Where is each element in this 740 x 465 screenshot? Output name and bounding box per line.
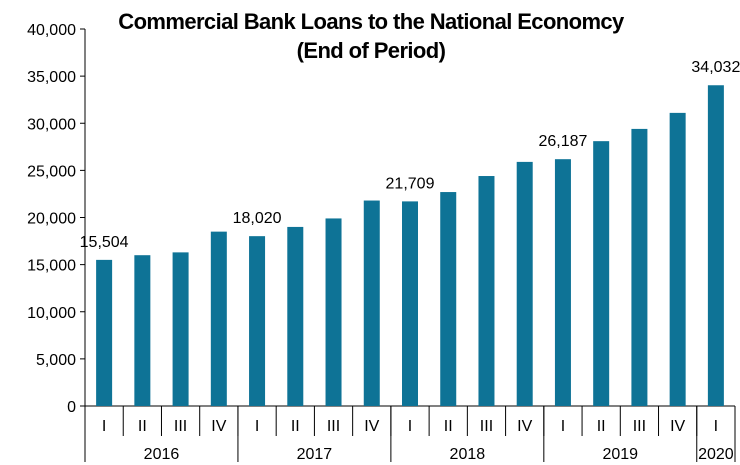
- x-tick-label-quarter: III: [633, 418, 646, 435]
- bar: [210, 231, 227, 406]
- x-tick-label-year: 2017: [297, 446, 333, 463]
- bar: [363, 200, 380, 406]
- bar: [249, 236, 266, 406]
- data-label: 15,504: [80, 234, 129, 251]
- data-label: 34,032: [691, 59, 740, 76]
- bar: [325, 218, 342, 406]
- y-tick-label: 40,000: [27, 22, 76, 39]
- bar: [669, 112, 686, 406]
- x-tick-label-quarter: II: [444, 418, 453, 435]
- x-tick-label-year: 2018: [450, 446, 486, 463]
- y-tick-label: 15,000: [27, 258, 76, 275]
- y-tick-label: 35,000: [27, 69, 76, 86]
- y-tick-label: 10,000: [27, 305, 76, 322]
- x-tick-label-quarter: I: [561, 418, 565, 435]
- bar: [134, 255, 151, 406]
- y-tick-label: 30,000: [27, 116, 76, 133]
- x-tick-label-quarter: I: [408, 418, 412, 435]
- x-tick-label-year: 2020: [698, 446, 734, 463]
- x-tick-label-quarter: III: [480, 418, 493, 435]
- x-tick-label-year: 2016: [144, 446, 180, 463]
- chart-title: Commercial Bank Loans to the National Ec…: [118, 9, 625, 34]
- data-label: 21,709: [386, 175, 435, 192]
- x-tick-label-quarter: IV: [211, 418, 226, 435]
- x-tick-label-quarter: II: [138, 418, 147, 435]
- data-label: 26,187: [538, 133, 587, 150]
- bar: [593, 141, 610, 406]
- bar: [440, 192, 457, 406]
- bar: [172, 252, 189, 406]
- bar: [631, 128, 648, 406]
- x-tick-label-quarter: III: [174, 418, 187, 435]
- plot-area: 0 5,000 10,000 15,000 20,000 25,000 30,000 35,0…: [27, 22, 740, 463]
- y-tick-label: 20,000: [27, 211, 76, 228]
- x-tick-label-quarter: I: [255, 418, 259, 435]
- bar: [402, 201, 418, 406]
- bar: [96, 259, 113, 406]
- x-tick-label-quarter: I: [714, 418, 718, 435]
- bar: [707, 85, 724, 406]
- x-tick-label-quarter: IV: [364, 418, 379, 435]
- bar: [478, 176, 495, 406]
- x-tick-label-quarter: II: [291, 418, 300, 435]
- bar: [516, 161, 533, 406]
- x-tick-label-quarter: I: [102, 418, 106, 435]
- y-tick-label: 25,000: [27, 163, 76, 180]
- x-tick-label-quarter: IV: [670, 418, 685, 435]
- bar: [287, 226, 304, 406]
- data-label: 18,020: [233, 210, 282, 227]
- y-tick-label: 0: [67, 399, 76, 416]
- y-tick-label: 5,000: [36, 352, 76, 369]
- x-tick-label-quarter: III: [327, 418, 340, 435]
- x-tick-label-quarter: II: [597, 418, 606, 435]
- x-tick-label-quarter: IV: [517, 418, 532, 435]
- x-tick-label-year: 2019: [602, 446, 638, 463]
- bar: [554, 159, 571, 406]
- chart-subtitle: (End of Period): [297, 38, 446, 63]
